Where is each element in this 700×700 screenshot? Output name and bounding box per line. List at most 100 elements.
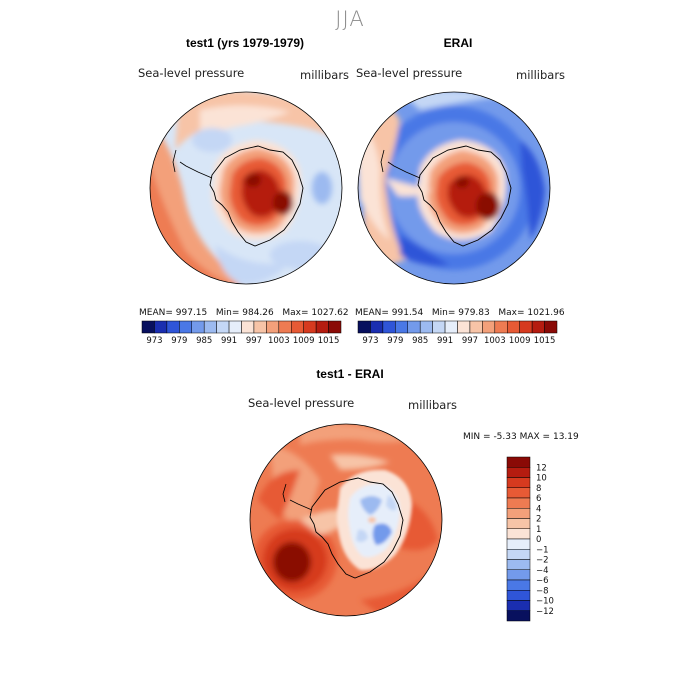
colorbar-3-swatch bbox=[506, 497, 531, 509]
panel-2-mean: 991.54 bbox=[391, 308, 424, 318]
panel-2-variable-label: Sea-level pressure bbox=[356, 66, 463, 80]
colorbar-3-tick-label: −6 bbox=[536, 576, 549, 586]
colorbar-3-swatch bbox=[506, 508, 531, 519]
map-erai-border bbox=[357, 91, 551, 285]
colorbar-2-tick-label: 985 bbox=[412, 336, 428, 346]
colorbar-2-tick-label: 979 bbox=[387, 336, 403, 346]
panel-1-units: millibars bbox=[300, 68, 350, 82]
colorbar-2-tick-label: 973 bbox=[362, 336, 378, 346]
colorbar-1-tick-label: 1009 bbox=[293, 336, 315, 346]
colorbar-2-swatch bbox=[432, 320, 446, 334]
colorbar-3-tick-label: 4 bbox=[536, 504, 541, 514]
colorbar-3-swatch bbox=[506, 590, 531, 601]
diff-minmax: MIN = -5.33 MAX = 13.19 bbox=[463, 432, 579, 442]
colorbar-1-tick-label: 997 bbox=[246, 336, 262, 346]
colorbar-3-swatch bbox=[506, 538, 531, 550]
panel-1-stats: MEAN= 997.15 Min= 984.26 Max= 1027.62 bbox=[139, 308, 349, 318]
panel-1-min: 984.26 bbox=[242, 308, 274, 318]
colorbar-3-swatch bbox=[506, 518, 531, 529]
diff-title: test1 - ERAI bbox=[316, 367, 384, 381]
colorbar-3-swatch bbox=[506, 610, 531, 622]
colorbar-1-tick-label: 1003 bbox=[268, 336, 290, 346]
diff-max: 13.19 bbox=[552, 432, 579, 442]
panel-1-min-label: Min= bbox=[215, 308, 240, 318]
colorbar-3-swatch bbox=[506, 559, 531, 570]
colorbar-1-swatch bbox=[315, 320, 329, 334]
colorbar-1-swatch bbox=[228, 320, 242, 334]
colorbar-3-tick-label: −8 bbox=[536, 586, 549, 596]
colorbar-3-tick-label: 8 bbox=[536, 484, 541, 494]
panel-2-max: 1021.96 bbox=[527, 308, 565, 318]
panel-1-variable-label: Sea-level pressure bbox=[138, 66, 245, 80]
colorbar-1-swatch bbox=[141, 320, 155, 334]
panel-2-mean-label: MEAN= bbox=[355, 308, 389, 318]
colorbar-2-swatch bbox=[407, 320, 421, 334]
colorbar-2-swatch bbox=[370, 320, 384, 334]
panel-2-min: 979.83 bbox=[458, 308, 490, 318]
colorbar-2-swatch bbox=[382, 320, 396, 334]
diff-min: -5.33 bbox=[493, 432, 517, 442]
colorbar-3-tick-label: −10 bbox=[536, 597, 554, 607]
panel-2-min-label: Min= bbox=[431, 308, 456, 318]
diff-min-label: MIN = bbox=[463, 432, 491, 442]
colorbar-3-tick-label: 10 bbox=[536, 474, 547, 484]
colorbar-2-tick-label: 1003 bbox=[484, 336, 506, 346]
map-diff bbox=[250, 424, 442, 616]
colorbar-2-swatch bbox=[457, 320, 471, 334]
colorbar-2-swatch bbox=[531, 320, 545, 334]
colorbar-3-tick-label: 6 bbox=[536, 494, 541, 504]
panel-2-units: millibars bbox=[516, 68, 566, 82]
map-erai bbox=[358, 92, 550, 284]
colorbar-1-swatch bbox=[191, 320, 205, 334]
colorbar-3-swatch bbox=[506, 467, 531, 478]
colorbar-2-tick-label: 991 bbox=[437, 336, 453, 346]
colorbar-3-tick-label: −12 bbox=[536, 607, 554, 617]
colorbar-2-swatch bbox=[507, 320, 520, 334]
colorbar-3-swatch bbox=[506, 600, 531, 611]
colorbar-1-tick-label: 991 bbox=[221, 336, 237, 346]
map-diff-border bbox=[249, 423, 443, 617]
colorbar-3-swatch bbox=[506, 528, 531, 540]
colorbar-2-swatch bbox=[357, 320, 371, 334]
colorbar-2-swatch bbox=[519, 320, 533, 334]
colorbar-1-swatch bbox=[266, 320, 280, 334]
colorbar-test1: 973 979 985 991 997 1003 1009 1015 bbox=[141, 320, 342, 346]
colorbar-3-swatch bbox=[506, 569, 531, 581]
colorbar-2-swatch bbox=[469, 320, 483, 334]
colorbar-3-tick-label: −2 bbox=[536, 556, 549, 566]
colorbar-2-tick-label: 997 bbox=[462, 336, 478, 346]
colorbar-3-swatch bbox=[506, 579, 531, 591]
colorbar-3-tick-label: 0 bbox=[536, 535, 541, 545]
panel-1-title: test1 (yrs 1979-1979) bbox=[185, 36, 305, 50]
colorbar-3-swatch bbox=[506, 487, 531, 499]
colorbar-1-tick-label: 1015 bbox=[318, 336, 340, 346]
colorbar-1-tick-label: 979 bbox=[171, 336, 187, 346]
panel-1-max-label: Max= bbox=[282, 308, 309, 318]
colorbar-1-tick-label: 973 bbox=[146, 336, 162, 346]
colorbar-1-swatch bbox=[241, 320, 255, 334]
colorbar-2-swatch bbox=[482, 320, 496, 334]
diff-max-label: MAX = bbox=[519, 432, 551, 442]
colorbar-2-tick-label: 1015 bbox=[534, 336, 556, 346]
colorbar-3-swatch bbox=[506, 456, 531, 468]
colorbar-3-swatch bbox=[506, 477, 531, 488]
panel-1-mean-label: MEAN= bbox=[139, 308, 173, 318]
colorbar-3-tick-label: −4 bbox=[536, 566, 549, 576]
diff-units: millibars bbox=[408, 398, 458, 412]
colorbar-1-swatch bbox=[303, 320, 317, 334]
colorbar-3-tick-label: 12 bbox=[536, 463, 547, 473]
colorbar-1-swatch bbox=[291, 320, 304, 334]
colorbar-1-swatch bbox=[328, 320, 342, 334]
colorbar-1-tick-label: 985 bbox=[196, 336, 212, 346]
panel-1-max: 1027.62 bbox=[311, 308, 349, 318]
season-title: JJA bbox=[335, 7, 365, 31]
colorbar-1-swatch bbox=[253, 320, 267, 334]
colorbar-1-swatch bbox=[179, 320, 192, 334]
colorbar-3-tick-label: 2 bbox=[536, 515, 541, 525]
colorbar-2-swatch bbox=[444, 320, 458, 334]
panel-1-mean: 997.15 bbox=[175, 308, 208, 318]
colorbar-1-swatch bbox=[154, 320, 168, 334]
colorbar-2-tick-label: 1009 bbox=[509, 336, 531, 346]
